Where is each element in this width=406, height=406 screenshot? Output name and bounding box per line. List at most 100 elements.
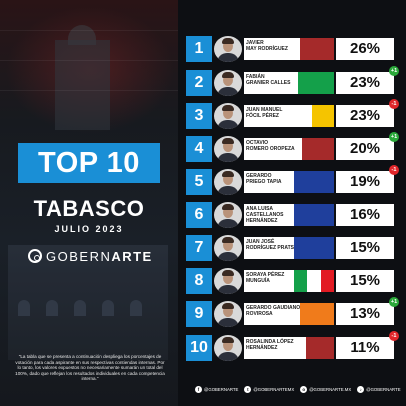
ranking-row: 5 GERARDO PRIEGO TAPIA 19% -1 (186, 165, 399, 195)
social-handle[interactable]: ♪ @GOBERNARTE (357, 385, 401, 393)
photo-shoulders (217, 186, 239, 195)
party-color-bar (306, 337, 334, 359)
government-building-image (8, 245, 168, 360)
photo-hair (222, 337, 234, 343)
rank-up-badge: +1 (389, 66, 399, 76)
party-color-segment (294, 270, 308, 292)
social-handle[interactable]: f @GOBERNARTE (195, 385, 239, 393)
rank-number: 8 (186, 268, 212, 294)
candidate-photo (214, 36, 242, 62)
photo-hair (222, 38, 234, 44)
photo-hair (222, 270, 234, 276)
disclaimer-text: "La tabla que se presenta a continuación… (15, 354, 165, 382)
percentage-value: 23% (336, 105, 394, 127)
rank-down-badge: -1 (389, 99, 399, 109)
party-color-segment (294, 204, 334, 226)
ranking-row: 2 FABIÁN GRANIER CALLES 23% +1 (186, 66, 399, 96)
ranking-row: 7 JUAN JOSÉ RODRÍGUEZ PRATS 15% (186, 235, 398, 261)
party-color-bar (294, 270, 334, 292)
candidate-photo (214, 70, 242, 96)
photo-hair (222, 237, 234, 243)
photo-shoulders (217, 318, 239, 327)
candidate-photo (214, 136, 242, 162)
party-color-bar (298, 72, 334, 94)
percentage-value: 13% (336, 303, 394, 325)
rank-number: 7 (186, 235, 212, 261)
rank-up-badge: +1 (389, 297, 399, 307)
percentage-value: 20% (336, 138, 394, 160)
brand-logo: GOBERNARTE (28, 246, 153, 266)
rank-number: 10 (186, 335, 212, 361)
photo-hair (222, 105, 234, 111)
social-handle-label: @GOBERNARTE (204, 386, 239, 392)
social-handle-label: @GOBERNARTEMX (253, 386, 295, 392)
photo-shoulders (217, 252, 239, 261)
photo-shoulders (217, 285, 239, 294)
candidate-name: ANA LUISA CASTELLANOS HERNÁNDEZ (246, 206, 284, 224)
party-color-bar (300, 38, 334, 60)
party-color-segment (302, 138, 334, 160)
photo-shoulders (217, 87, 239, 96)
candidate-name: JUAN MANUEL FÓCIL PÉREZ (246, 107, 283, 119)
brand-name-part2: ARTE (111, 248, 153, 264)
rank-number: 3 (186, 103, 212, 129)
rank-number: 4 (186, 136, 212, 162)
photo-head (223, 40, 233, 52)
social-handle[interactable]: o @GOBERNARTE.MX (300, 385, 352, 393)
photo-head (223, 305, 233, 317)
candidate-name: OCTAVIO ROMERO OROPEZA (246, 140, 295, 152)
photo-shoulders (217, 120, 239, 129)
party-color-segment (294, 171, 334, 193)
social-footer: f @GOBERNARTE t @GOBERNARTEMX o @GOBERNARTE.M… (195, 384, 405, 394)
candidate-photo (214, 235, 242, 261)
clock-tower-shape (55, 40, 110, 130)
party-color-bar (302, 138, 334, 160)
gobernarte-logo-icon (28, 249, 42, 263)
rank-down-badge: -1 (389, 331, 399, 341)
brand-name: GOBERNARTE (46, 249, 153, 264)
candidate-name: JAVIER MAY RODRÍGUEZ (246, 40, 288, 52)
party-color-segment (294, 237, 334, 259)
rank-number: 1 (186, 36, 212, 62)
candidate-photo (214, 103, 242, 129)
party-color-segment (306, 337, 334, 359)
rank-up-badge: +1 (389, 132, 399, 142)
facebook-icon: f (195, 385, 202, 393)
twitter-icon: t (244, 385, 252, 393)
top10-badge: TOP 10 (18, 143, 160, 183)
rank-down-badge: -1 (389, 165, 399, 175)
state-title: TABASCO (33, 196, 145, 221)
brand-name-part1: GOBERN (46, 248, 112, 264)
candidate-name: FABIÁN GRANIER CALLES (246, 74, 291, 86)
background-line (0, 60, 178, 61)
social-handle-label: @GOBERNARTE.MX (309, 386, 352, 392)
social-handle[interactable]: t @GOBERNARTEMX (244, 385, 295, 393)
ranking-row: 4 OCTAVIO ROMERO OROPEZA 20% +1 (186, 132, 399, 162)
percentage-value: 23% (336, 72, 394, 94)
candidate-name-box: JUAN MANUEL FÓCIL PÉREZ (244, 105, 334, 127)
rank-number: 9 (186, 301, 212, 327)
photo-head (223, 74, 233, 86)
photo-head (223, 206, 233, 218)
candidate-photo (214, 268, 242, 294)
party-color-bar (294, 204, 334, 226)
photo-head (223, 140, 233, 152)
building-window (130, 300, 142, 316)
candidate-photo (214, 301, 242, 327)
photo-shoulders (217, 53, 239, 62)
building-window (74, 300, 86, 316)
photo-hair (222, 138, 234, 144)
building-window (18, 300, 30, 316)
party-color-bar (294, 171, 334, 193)
ranking-row: 9 GERARDO GAUDIANO ROVIROSA 13% +1 (186, 297, 399, 327)
photo-head (223, 272, 233, 284)
photo-head (223, 339, 233, 351)
ranking-row: 3 JUAN MANUEL FÓCIL PÉREZ 23% -1 (186, 99, 399, 129)
date-label: JULIO 2023 (54, 224, 124, 234)
party-color-segment (312, 105, 334, 127)
percentage-value: 15% (336, 270, 394, 292)
tiktok-icon: ♪ (357, 385, 365, 393)
party-color-segment (300, 303, 334, 325)
photo-shoulders (217, 153, 239, 162)
